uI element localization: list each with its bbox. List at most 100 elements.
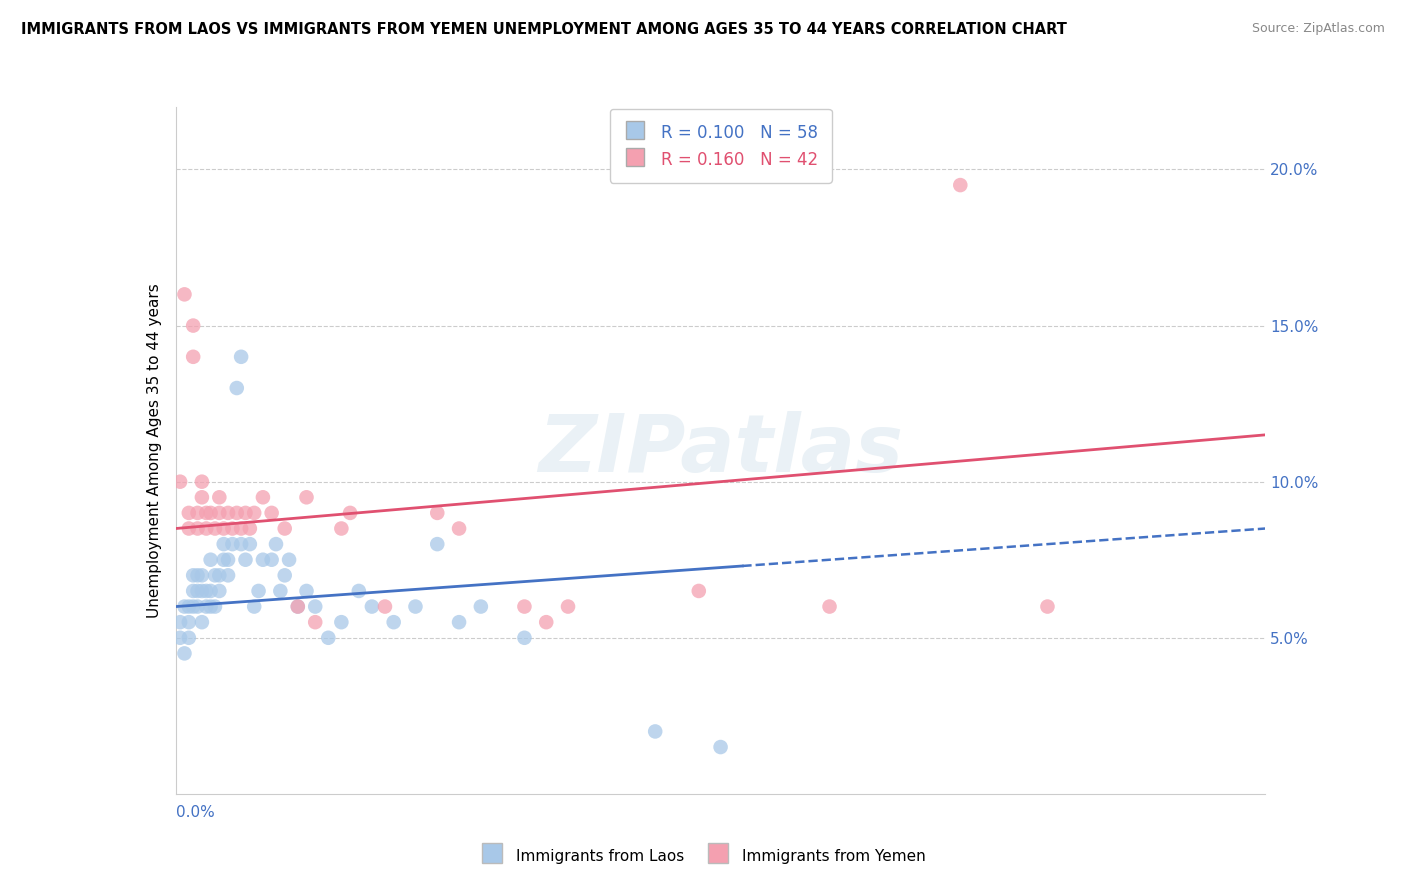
Point [191,568,214,582]
Point [173,646,195,660]
Point [208,583,231,598]
Point [225,381,247,395]
Point [231,521,253,535]
Point [405,599,427,614]
Point [235,552,257,567]
Point [252,552,274,567]
Point [177,521,200,535]
Point [243,599,266,614]
Point [295,490,318,504]
Point [181,583,204,598]
Point [243,506,266,520]
Point [382,615,405,630]
Point [177,615,200,630]
Point [231,350,253,364]
Legend: R = 0.100   N = 58, R = 0.160   N = 42: R = 0.100 N = 58, R = 0.160 N = 42 [610,109,831,183]
Y-axis label: Unemployment Among Ages 35 to 44 years: Unemployment Among Ages 35 to 44 years [146,283,162,618]
Point [208,506,231,520]
Point [181,318,204,333]
Point [200,599,222,614]
Point [513,631,536,645]
Point [177,631,200,645]
Point [688,583,710,598]
Point [204,568,226,582]
Text: Source: ZipAtlas.com: Source: ZipAtlas.com [1251,22,1385,36]
Point [513,599,536,614]
Point [181,350,204,364]
Point [239,537,262,551]
Point [239,521,262,535]
Point [318,631,340,645]
Point [426,506,449,520]
Point [278,552,301,567]
Point [225,506,247,520]
Point [204,599,226,614]
Point [181,568,204,582]
Point [339,506,361,520]
Point [330,521,353,535]
Point [191,490,214,504]
Point [208,568,231,582]
Point [426,537,449,551]
Point [195,506,218,520]
Point [195,583,218,598]
Point [212,521,235,535]
Point [330,615,353,630]
Text: ZIPatlas: ZIPatlas [538,411,903,490]
Point [212,552,235,567]
Point [195,521,218,535]
Point [200,583,222,598]
Point [818,599,841,614]
Point [177,599,200,614]
Point [287,599,309,614]
Point [949,178,972,192]
Point [200,552,222,567]
Point [191,475,214,489]
Point [221,521,243,535]
Point [191,615,214,630]
Point [212,537,235,551]
Point [208,490,231,504]
Point [173,287,195,301]
Point [260,552,283,567]
Point [181,599,204,614]
Point [169,631,191,645]
Point [269,583,291,598]
Point [304,599,326,614]
Point [260,506,283,520]
Point [186,568,209,582]
Point [221,537,243,551]
Point [295,583,318,598]
Point [195,599,218,614]
Point [186,521,209,535]
Point [304,615,326,630]
Text: IMMIGRANTS FROM LAOS VS IMMIGRANTS FROM YEMEN UNEMPLOYMENT AMONG AGES 35 TO 44 Y: IMMIGRANTS FROM LAOS VS IMMIGRANTS FROM … [21,22,1067,37]
Point [169,615,191,630]
Point [274,521,297,535]
Point [200,506,222,520]
Point [191,583,214,598]
Point [347,583,370,598]
Point [470,599,492,614]
Point [360,599,382,614]
Point [252,490,274,504]
Point [204,521,226,535]
Point [217,568,239,582]
Text: 0.0%: 0.0% [176,805,215,820]
Point [173,599,195,614]
Point [287,599,309,614]
Point [186,583,209,598]
Point [447,615,470,630]
Legend: Immigrants from Laos, Immigrants from Yemen: Immigrants from Laos, Immigrants from Ye… [474,840,932,871]
Point [447,521,470,535]
Point [644,724,666,739]
Point [169,475,191,489]
Point [231,537,253,551]
Point [1036,599,1059,614]
Point [274,568,297,582]
Point [186,599,209,614]
Point [374,599,396,614]
Point [186,506,209,520]
Point [217,506,239,520]
Point [235,506,257,520]
